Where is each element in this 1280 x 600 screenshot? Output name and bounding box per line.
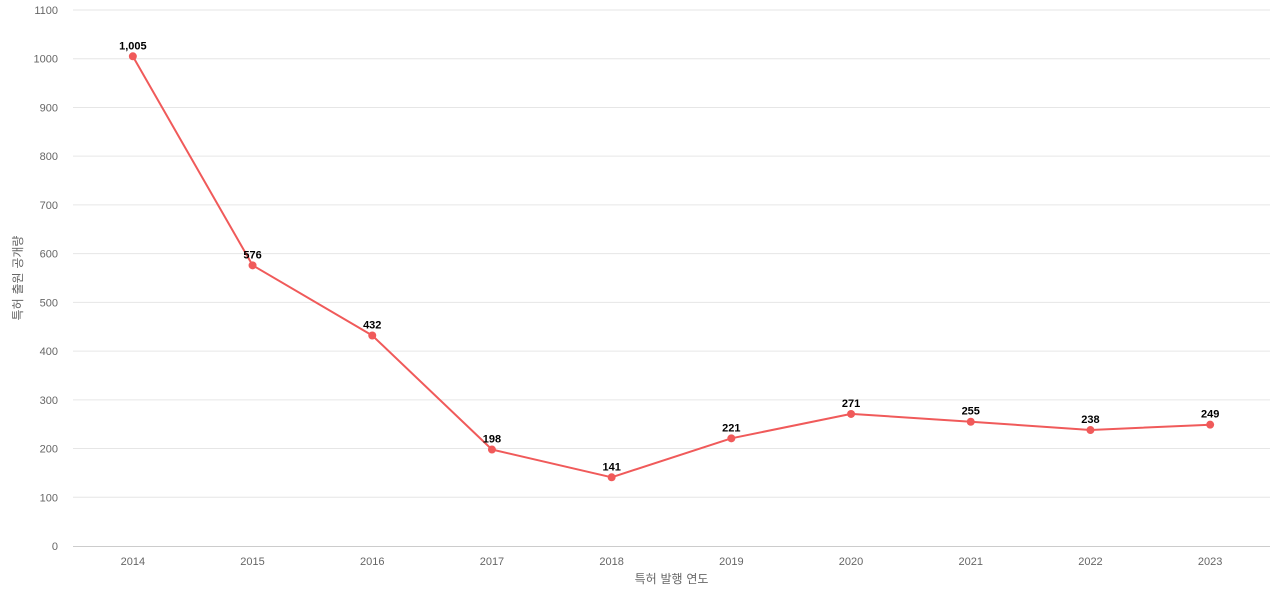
x-axis: 2014 2015 2016 2017 2018 2019 2020 2021 2022 2023: [121, 556, 1223, 568]
data-point: [128, 52, 137, 61]
data-label: 198: [483, 434, 501, 446]
y-tick-label: 400: [40, 346, 58, 358]
y-tick-label: 900: [40, 102, 58, 114]
y-axis-title: 특허 출원 공개량: [11, 236, 25, 321]
data-point: [368, 331, 377, 340]
x-tick-label: 2017: [480, 556, 504, 568]
y-tick-label: 0: [52, 541, 58, 553]
x-tick-label: 2022: [1078, 556, 1102, 568]
data-label: 271: [842, 398, 860, 410]
data-labels: 1,005 576 432 198 141 221 271 255 238 249: [119, 40, 1219, 473]
y-tick-label: 300: [40, 395, 58, 407]
x-axis-title: 특허 발행 연도: [635, 571, 709, 586]
data-label: 255: [962, 406, 980, 418]
x-tick-label: 2023: [1198, 556, 1222, 568]
data-point: [607, 473, 616, 482]
y-tick-label: 1000: [34, 54, 58, 66]
y-tick-label: 500: [40, 297, 58, 309]
y-tick-label: 100: [40, 492, 58, 504]
data-point: [727, 434, 736, 443]
data-point: [966, 417, 975, 426]
y-tick-label: 800: [40, 151, 58, 163]
x-tick-label: 2014: [121, 556, 145, 568]
data-label: 141: [602, 461, 620, 473]
y-tick-label: 600: [40, 249, 58, 261]
data-label: 249: [1201, 409, 1219, 421]
data-point: [1206, 420, 1215, 429]
data-label: 576: [243, 249, 261, 261]
series-line: [131, 55, 1211, 479]
grid: [73, 9, 1270, 498]
data-label: 432: [363, 319, 381, 331]
data-point: [487, 445, 496, 454]
data-point: [847, 409, 856, 418]
x-tick-label: 2020: [839, 556, 863, 568]
x-tick-label: 2018: [599, 556, 623, 568]
data-label: 238: [1081, 414, 1099, 426]
x-tick-label: 2015: [240, 556, 264, 568]
series-group: [128, 52, 1215, 482]
data-point: [248, 261, 257, 270]
x-tick-label: 2021: [959, 556, 983, 568]
y-tick-label: 1100: [34, 5, 58, 17]
x-tick-label: 2016: [360, 556, 384, 568]
data-label: 1,005: [119, 40, 147, 52]
x-tick-label: 2019: [719, 556, 743, 568]
data-point: [1086, 426, 1095, 435]
y-tick-label: 700: [40, 200, 58, 212]
y-tick-label: 200: [40, 444, 58, 456]
y-axis: 0 100 200 300 400 500 600 700 800 900 1000 1100: [34, 5, 58, 553]
data-label: 221: [722, 422, 740, 434]
